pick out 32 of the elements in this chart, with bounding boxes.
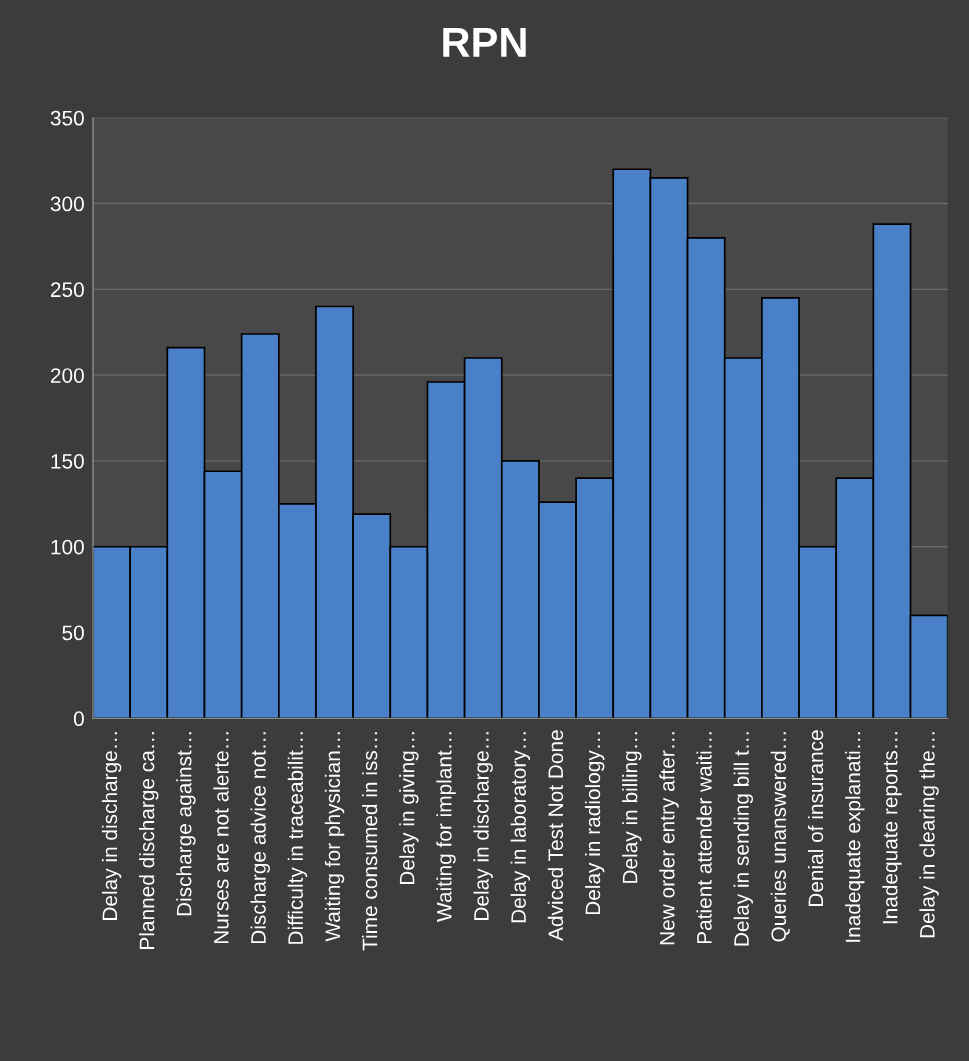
chart-title: RPN	[443, 28, 526, 57]
x-tick-label: Discharge advice not…	[250, 732, 270, 944]
y-tick-label: 50	[62, 625, 84, 641]
y-tick-label: 0	[73, 711, 84, 727]
x-tick-label: Inadequate reports…	[882, 732, 902, 924]
x-tick-label: Delay in discharge…	[101, 732, 122, 920]
y-tick-label: 200	[50, 368, 84, 383]
x-tick-label: Delay in billing…	[622, 732, 642, 883]
x-tick-label: Delay in clearing the…	[919, 732, 939, 938]
x-tick-label: Waiting for physician…	[324, 732, 345, 942]
x-tick-label: Delay in giving…	[399, 732, 419, 885]
y-tick-label: 150	[51, 453, 84, 469]
x-tick-label: New order entry after…	[659, 732, 679, 945]
y-tick-label: 350	[50, 110, 84, 126]
x-tick-label: Time consumed in iss…	[362, 732, 378, 951]
x-tick-label: Discharge against…	[176, 732, 196, 916]
x-tick-label: Denial of insurance	[807, 730, 824, 907]
x-tick-label: Delay in radiology…	[584, 732, 605, 915]
y-tick-label: 250	[50, 282, 84, 298]
x-tick-label: Delay in sending bill t…	[733, 732, 754, 946]
x-tick-label: Patient attender waiti…	[696, 732, 712, 944]
y-tick-label: 300	[50, 196, 84, 212]
x-tick-label: Nurses are not alerte…	[213, 732, 229, 944]
x-tick-label: Waiting for implant…	[436, 732, 456, 922]
y-tick-label: 100	[51, 539, 84, 555]
x-tick-label: Adviced Test Not Done	[547, 730, 564, 941]
x-tick-label: Queries unanswered…	[770, 732, 790, 942]
x-tick-label: Planned discharge ca…	[139, 732, 159, 949]
x-tick-label: Inadequate explanati…	[845, 732, 865, 942]
x-tick-label: Delay in discharge…	[473, 732, 493, 920]
x-tick-label: Delay in laboratory…	[510, 732, 531, 923]
x-tick-label: Difficulty in traceabilit…	[287, 732, 308, 944]
